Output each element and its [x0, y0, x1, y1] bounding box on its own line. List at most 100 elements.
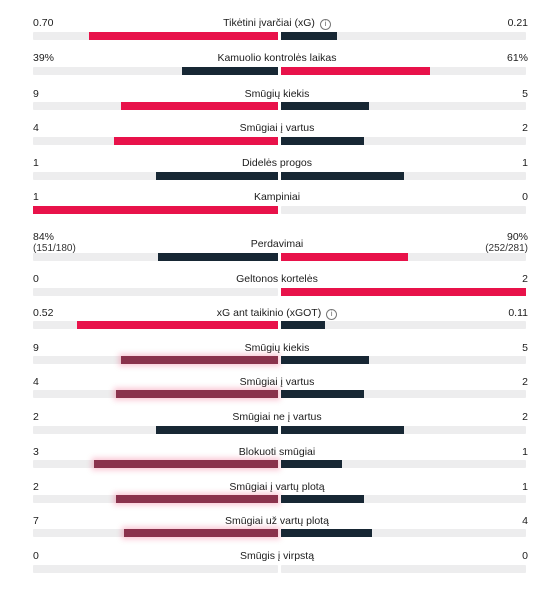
stat-label-text: xG ant taikinio (xGOT) [216, 307, 322, 319]
away-value: 0.21 [507, 17, 528, 29]
away-bar-fill [281, 172, 404, 180]
away-value: 2 [522, 376, 528, 388]
stat-label: Smūgių kiekis [0, 342, 554, 354]
away-bar-fill [281, 356, 370, 364]
stat-label: Smūgis į virpstą [0, 550, 554, 562]
away-bar-fill [281, 67, 431, 75]
away-bar [281, 390, 526, 398]
away-value: 2 [522, 273, 528, 285]
home-bar [33, 137, 278, 145]
away-bar-fill [281, 390, 365, 398]
home-bar-fill [155, 426, 278, 434]
home-bar-fill [121, 102, 278, 110]
stat-label: Smūgiai į vartus [0, 122, 554, 134]
stat-label-text: Smūgis į virpstą [239, 550, 315, 562]
stat-label-text: Smūgiai į vartus [239, 122, 315, 134]
home-bar-fill [33, 206, 278, 214]
away-bar [281, 288, 526, 296]
away-bar [281, 172, 526, 180]
away-value: 0 [522, 550, 528, 562]
home-bar [33, 356, 278, 364]
away-value: 5 [522, 88, 528, 100]
home-value: 1 [33, 191, 39, 203]
away-value: 5 [522, 342, 528, 354]
stat-label: xG ant taikinio (xGOT) i [0, 307, 554, 320]
home-bar-fill [123, 529, 278, 537]
away-bar-fill [281, 253, 409, 261]
away-bar [281, 206, 526, 214]
home-value: 84% [33, 231, 55, 243]
away-bar-fill [281, 102, 370, 110]
away-value: 1 [522, 446, 528, 458]
away-bar [281, 529, 526, 537]
away-value: 0 [522, 191, 528, 203]
away-bar [281, 460, 526, 468]
away-value: 61% [506, 52, 528, 64]
home-value: 3 [33, 446, 39, 458]
stat-label-text: Smūgiai į vartus [239, 376, 315, 388]
away-value: 1 [522, 481, 528, 493]
stat-label-text: Tikėtini įvarčiai (xG) [223, 17, 315, 29]
stat-label-text: Smūgių kiekis [244, 88, 310, 100]
away-bar [281, 102, 526, 110]
home-bar-fill [94, 460, 278, 468]
away-bar [281, 321, 526, 329]
stat-label: Smūgiai už vartų plotą [0, 515, 554, 527]
away-bar [281, 67, 526, 75]
home-bar-fill [116, 495, 278, 503]
home-bar [33, 495, 278, 503]
stat-label-text: Kampiniai [253, 191, 301, 203]
home-bar [33, 206, 278, 214]
stat-label: Blokuoti smūgiai [0, 446, 554, 458]
home-bar-fill [155, 172, 278, 180]
stat-label-text: Blokuoti smūgiai [238, 446, 316, 458]
home-bar [33, 390, 278, 398]
stat-label: Smūgiai į vartų plotą [0, 481, 554, 493]
away-bar-fill [281, 32, 338, 40]
away-bar [281, 426, 526, 434]
home-bar-fill [116, 390, 278, 398]
away-bar-fill [281, 460, 343, 468]
home-bar-fill [157, 253, 278, 261]
away-bar-fill [281, 495, 365, 503]
stat-label-text: Kamuolio kontrolės laikas [217, 52, 337, 64]
home-value: 0 [33, 550, 39, 562]
info-icon[interactable]: i [326, 309, 338, 320]
home-bar [33, 565, 278, 573]
home-bar [33, 529, 278, 537]
home-value: 1 [33, 157, 39, 169]
home-bar-fill [121, 356, 278, 364]
home-value: 39% [33, 52, 55, 64]
away-bar [281, 253, 526, 261]
stat-label-text: Didelės progos [241, 157, 313, 169]
away-value: 4 [522, 515, 528, 527]
away-value: 1 [522, 157, 528, 169]
info-icon[interactable]: i [319, 19, 331, 30]
home-bar-fill [89, 32, 278, 40]
stat-label-text: Geltonos kortelės [236, 273, 318, 285]
home-value: 0 [33, 273, 39, 285]
home-bar-fill [113, 137, 278, 145]
stat-label-text: Smūgiai į vartų plotą [229, 481, 325, 493]
away-bar-fill [281, 288, 526, 296]
stat-label: Perdavimai [0, 238, 554, 250]
home-bar [33, 288, 278, 296]
home-subvalue: (151/180) [33, 243, 76, 254]
away-bar [281, 32, 526, 40]
away-bar-fill [281, 137, 365, 145]
home-value: 0.52 [33, 307, 54, 319]
home-value: 0.70 [33, 17, 54, 29]
stat-label: Kamuolio kontrolės laikas [0, 52, 554, 64]
stat-label: Smūgių kiekis [0, 88, 554, 100]
stat-label: Tikėtini įvarčiai (xG) i [0, 17, 554, 30]
home-bar [33, 32, 278, 40]
home-value: 7 [33, 515, 39, 527]
stat-label-text: Smūgiai už vartų plotą [225, 515, 329, 527]
away-bar-fill [281, 426, 404, 434]
stat-label: Smūgiai ne į vartus [0, 411, 554, 423]
home-value: 9 [33, 88, 39, 100]
home-value: 4 [33, 122, 39, 134]
stat-label: Smūgiai į vartus [0, 376, 554, 388]
home-value: 2 [33, 411, 39, 423]
home-value: 9 [33, 342, 39, 354]
